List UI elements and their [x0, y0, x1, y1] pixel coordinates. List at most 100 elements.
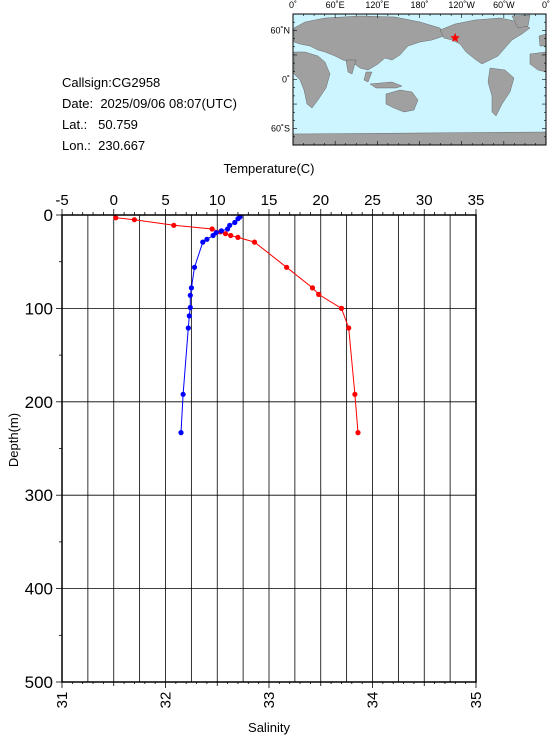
temperature-point — [316, 291, 322, 297]
depth-ticks: 0 100 200 300 400 500 — [25, 206, 62, 692]
lat-value: 50.759 — [98, 117, 138, 132]
temperature-point — [309, 285, 316, 291]
lon-label: Lon.: — [62, 138, 91, 153]
salinity-point — [188, 285, 194, 291]
salinity-point — [218, 228, 224, 234]
land-south-america — [487, 67, 515, 117]
map-land — [292, 14, 547, 146]
map-lat-tick-label: 60˚N — [270, 25, 290, 35]
salinity-tick-label: 34 — [365, 692, 382, 709]
salinity-point — [232, 219, 238, 226]
depth-tick-label: 200 — [25, 393, 53, 412]
temperature-tick-label: 5 — [161, 192, 169, 209]
map-lon-tick-label: 180˚ — [410, 0, 428, 10]
salinity-point — [185, 325, 191, 331]
map-lon-tick-label: 120˚W — [448, 0, 475, 10]
temperature-point — [251, 239, 258, 245]
land-greenland — [511, 14, 531, 29]
land-africa-west — [529, 51, 547, 73]
temperature-point — [352, 391, 358, 397]
temperature-point — [222, 231, 229, 237]
temperature-tick-label: 25 — [364, 192, 381, 209]
temperature-tick-label: 20 — [312, 192, 329, 209]
map-lon-tick-label: 120˚E — [365, 0, 389, 10]
land-indonesia — [369, 81, 403, 89]
date-value: 2025/09/06 08:07(UTC) — [100, 96, 237, 111]
temperature-tick-label: -5 — [55, 192, 68, 209]
depth-tick-label: 400 — [25, 580, 53, 599]
map-lon-labels: 0˚ 60˚E 120˚E 180˚ 120˚W 60˚W 0˚ — [289, 0, 550, 10]
chart-grid — [62, 215, 476, 682]
map-ticks — [292, 13, 547, 146]
profile-chart: -5 0 5 10 15 20 25 30 35 31 32 33 34 35 010020030040… — [6, 161, 485, 735]
salinity-point — [178, 430, 184, 436]
salinity-point — [225, 226, 231, 232]
salinity-point — [186, 313, 192, 319]
temperature-tick-label: 10 — [209, 192, 226, 209]
callsign-text: Callsign:CG2958 — [62, 75, 161, 90]
depth-tick-label: 0 — [44, 206, 53, 225]
temperature-tick-label: 35 — [468, 192, 485, 209]
map-lat-labels: 60˚N 0˚ 60˚S — [270, 25, 290, 133]
depth-tick-label: 500 — [25, 673, 53, 692]
salinity-point — [200, 239, 206, 245]
salinity-tick-label: 32 — [158, 692, 175, 709]
world-map: 0˚ 60˚E 120˚E 180˚ 120˚W 60˚W 0˚ 60˚N 0˚ 60˚S — [270, 0, 550, 146]
salinity-point — [187, 304, 193, 311]
temperature-point — [338, 305, 345, 311]
temperature-point — [284, 264, 290, 270]
depth-axis-label: Depth(m) — [6, 413, 21, 467]
temperature-point — [113, 215, 119, 221]
temperature-axis-label: Temperature(C) — [223, 161, 314, 176]
temperature-tick-label: 15 — [261, 192, 278, 209]
salinity-tick-label: 31 — [54, 692, 71, 709]
date-row: Date: 2025/09/06 08:07(UTC) — [62, 93, 237, 114]
temperature-point — [209, 226, 215, 232]
salinity-line — [180, 216, 241, 433]
lat-row: Lat.: 50.759 — [62, 114, 237, 135]
temperature-point — [228, 232, 234, 239]
lon-value: 230.667 — [98, 138, 146, 153]
land-north-america — [439, 17, 531, 65]
map-lon-tick-label: 0˚ — [289, 0, 297, 10]
land-seasia — [363, 71, 373, 83]
temperature-point — [171, 222, 177, 228]
land-europe-west — [538, 33, 547, 47]
station-marker-icon — [450, 32, 460, 42]
salinity-point — [204, 236, 210, 242]
map-lon-tick-label: 60˚E — [326, 0, 345, 10]
salinity-axis-label: Salinity — [248, 720, 290, 735]
land-africa — [293, 51, 331, 109]
temperature-point — [235, 234, 241, 240]
map-lat-tick-label: 60˚S — [271, 124, 290, 134]
map-lon-tick-label: 60˚W — [493, 0, 515, 10]
salinity-point — [191, 264, 198, 270]
depth-tick-label: 300 — [25, 486, 53, 505]
salinity-tick-label: 33 — [261, 692, 278, 709]
temperature-tick-label: 0 — [110, 192, 118, 209]
temperature-ticks: -5 0 5 10 15 20 25 30 35 — [55, 192, 484, 215]
temperature-tick-label: 30 — [416, 192, 433, 209]
temperature-point — [355, 430, 361, 436]
salinity-ticks: 31 32 33 34 35 — [54, 682, 485, 708]
temperature-line — [115, 217, 359, 433]
salinity-tick-label: 35 — [468, 692, 485, 709]
salinity-point — [187, 292, 193, 298]
salinity-point — [210, 232, 216, 239]
plot-frame — [61, 214, 477, 683]
map-lat-tick-label: 0˚ — [282, 75, 290, 85]
land-australia — [385, 89, 419, 113]
lon-row: Lon.: 230.667 — [62, 135, 237, 156]
depth-tick-label: 100 — [25, 299, 53, 318]
map-lon-tick-label: 0˚ — [542, 0, 550, 10]
temperature-point — [346, 325, 352, 331]
temperature-point — [131, 217, 137, 223]
date-label: Date: — [62, 96, 94, 111]
salinity-point — [180, 391, 186, 397]
salinity-point — [235, 216, 241, 222]
station-info: Callsign:CG2958 Date: 2025/09/06 08:07(U… — [62, 72, 237, 156]
land-eurasia — [293, 15, 445, 71]
land-india — [345, 59, 357, 75]
lat-label: Lat.: — [62, 117, 88, 132]
